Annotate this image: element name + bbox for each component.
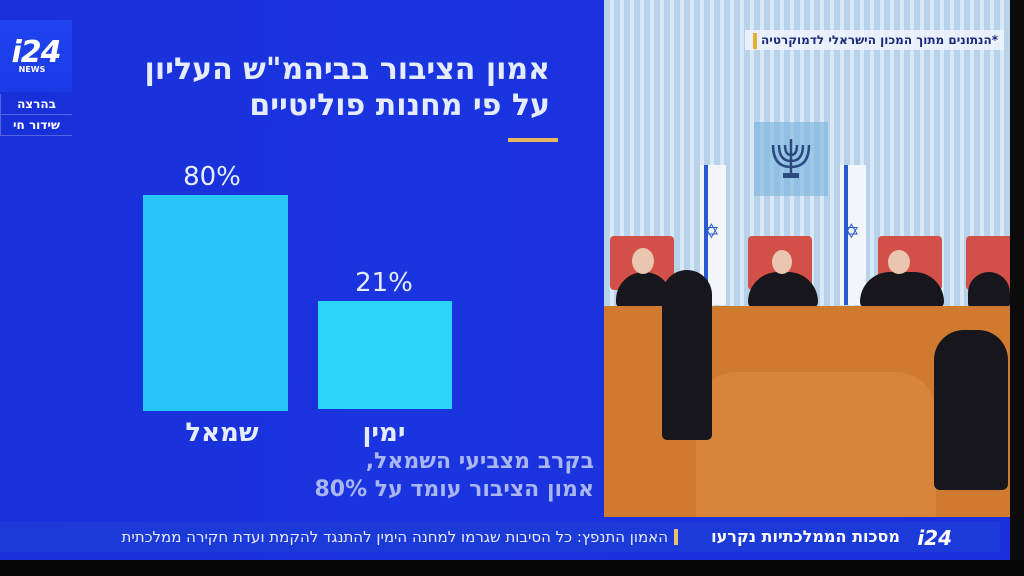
tv-bezel: [0, 560, 1024, 576]
chart-title-line1: אמון הציבור בביהמ"ש העליון: [144, 52, 550, 87]
bar-left: [143, 195, 288, 411]
news-ticker: i24 מסכות הממלכתיות נקרעו האמון התנפץ: כ…: [0, 522, 1000, 552]
chart-title: אמון הציבור בביהמ"ש העליון על פי מחנות פ…: [90, 52, 550, 124]
ticker-logo: i24: [917, 526, 952, 550]
judge-head: [888, 250, 910, 274]
seated-attorney: [934, 330, 1008, 490]
bar-value-right: 21%: [355, 268, 413, 298]
bar-label-right: ימין: [362, 418, 406, 448]
ticker-text: האמון התנפץ: כל הסיבות שגרמו למחנה הימין…: [121, 528, 669, 546]
judge-head: [772, 250, 792, 274]
bar-label-left: שמאל: [185, 418, 259, 448]
israel-flag-right: [840, 165, 866, 305]
menorah-emblem-icon: [754, 122, 828, 196]
caption-accent: [753, 32, 758, 49]
annotation-line2: אמון הציבור עומד על 80%: [314, 477, 594, 502]
chart-annotation: בקרב מצביעי השמאל, אמון הציבור עומד על 8…: [294, 448, 594, 504]
judge-head: [632, 248, 654, 274]
judge: [860, 272, 944, 308]
status-live: שידור חי: [0, 115, 72, 136]
live-video-feed: *הנתונים מתוך המכון הישראלי לדמוקרטיה: [604, 0, 1010, 517]
chart-title-line2: על פי מחנות פוליטיים: [249, 88, 550, 123]
tv-bezel: [1010, 0, 1024, 576]
ticker-headline: מסכות הממלכתיות נקרעו: [711, 527, 900, 546]
live-status: בהרצה שידור חי: [0, 94, 72, 136]
source-caption-text: *הנתונים מתוך המכון הישראלי לדמוקרטיה: [761, 33, 998, 47]
judge: [968, 272, 1010, 308]
bar-right: [318, 301, 452, 409]
logo-text: i24: [11, 34, 61, 70]
annotation-line1: בקרב מצביעי השמאל,: [365, 449, 594, 474]
title-accent-line: [508, 138, 558, 142]
source-caption: *הנתונים מתוך המכון הישראלי לדמוקרטיה: [745, 30, 1004, 50]
status-trial: בהרצה: [0, 94, 72, 115]
logo-subtext: NEWS: [18, 64, 46, 74]
standing-speaker: [662, 270, 712, 440]
podium: [696, 372, 936, 517]
ticker-separator: [674, 529, 678, 545]
judge: [748, 272, 818, 308]
tv-screen: i24 NEWS בהרצה שידור חי אמון הציבור בביה…: [0, 0, 1010, 560]
channel-logo: i24 NEWS: [0, 20, 72, 92]
bar-value-left: 80%: [183, 162, 241, 192]
